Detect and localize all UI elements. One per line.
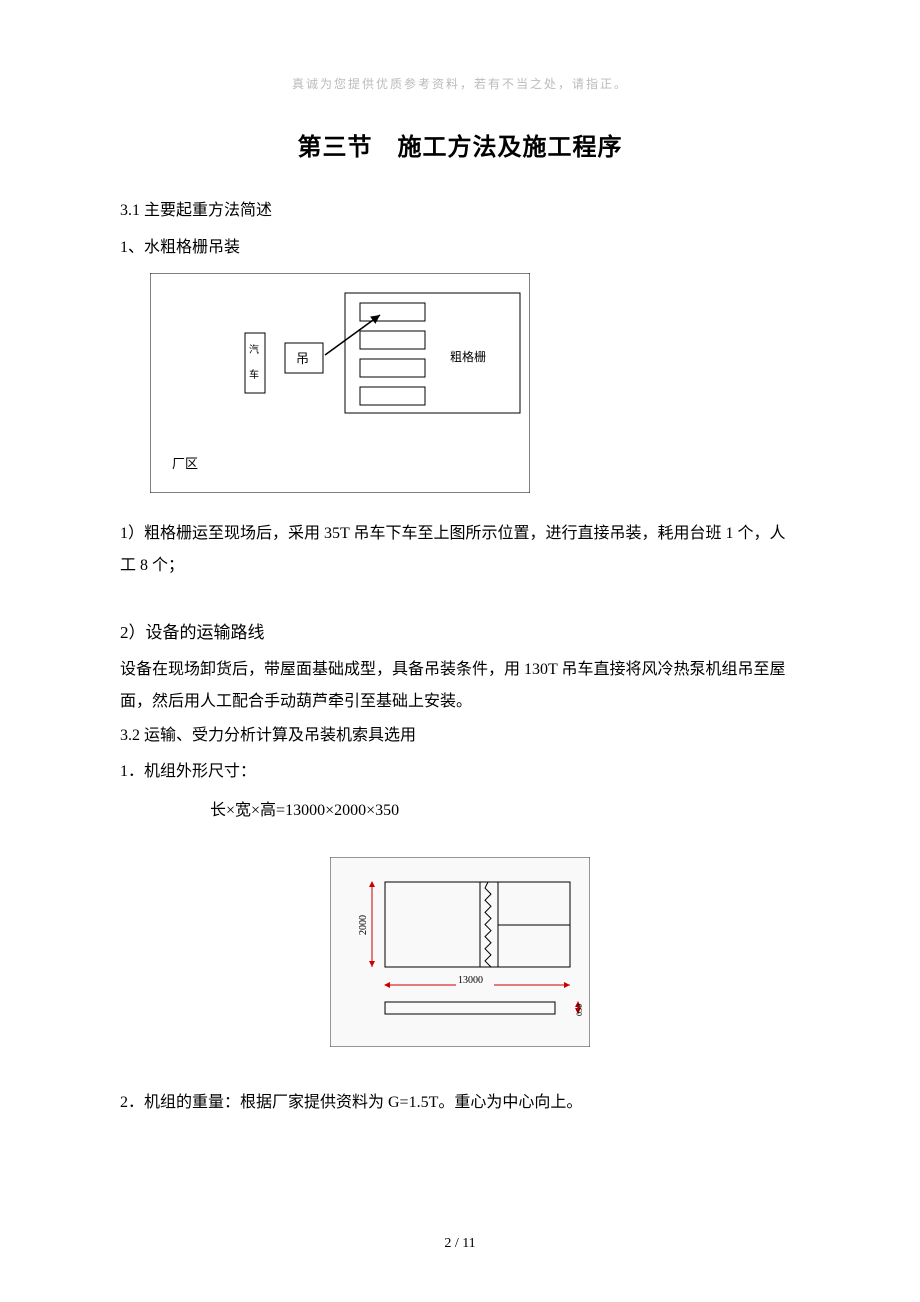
item-2-heading: 2）设备的运输路线 [120, 616, 800, 650]
svg-text:13000: 13000 [458, 975, 483, 986]
page-title: 第三节 施工方法及施工程序 [120, 127, 800, 162]
svg-text:汽: 汽 [249, 343, 259, 356]
section-3-2: 3.2 运输、受力分析计算及吊装机索具选用 [120, 722, 800, 751]
paragraph-2: 设备在现场卸货后，带屋面基础成型，具备吊装条件，用 130T 吊车直接将风冷热泵… [120, 654, 800, 718]
svg-text:厂区: 厂区 [172, 456, 198, 471]
page-number: 2 / 11 [0, 1236, 920, 1252]
section-3-1: 3.1 主要起重方法简述 [120, 197, 800, 226]
svg-text:2000: 2000 [358, 915, 369, 935]
svg-text:050: 050 [575, 1004, 584, 1016]
diagram-2-dimensions: 2000 13000 050 [120, 857, 800, 1047]
item-size-label: 1．机组外形尺寸： [120, 758, 800, 787]
dimensions-line: 长×宽×高=13000×2000×350 [120, 795, 800, 827]
item-1-heading: 1、水粗格栅吊装 [120, 234, 800, 263]
paragraph-1: 1）粗格栅运至现场后，采用 35T 吊车下车至上图所示位置，进行直接吊装，耗用台… [120, 518, 800, 582]
svg-text:吊: 吊 [296, 351, 309, 366]
diagram-1-crane-layout: 厂区 汽车 吊 粗格栅 [150, 273, 800, 498]
watermark-text: 真诚为您提供优质参考资料，若有不当之处，请指正。 [120, 75, 800, 92]
item-weight: 2．机组的重量：根据厂家提供资料为 G=1.5T。重心为中心向上。 [120, 1087, 800, 1119]
svg-text:粗格栅: 粗格栅 [450, 349, 486, 364]
svg-text:车: 车 [249, 368, 259, 381]
